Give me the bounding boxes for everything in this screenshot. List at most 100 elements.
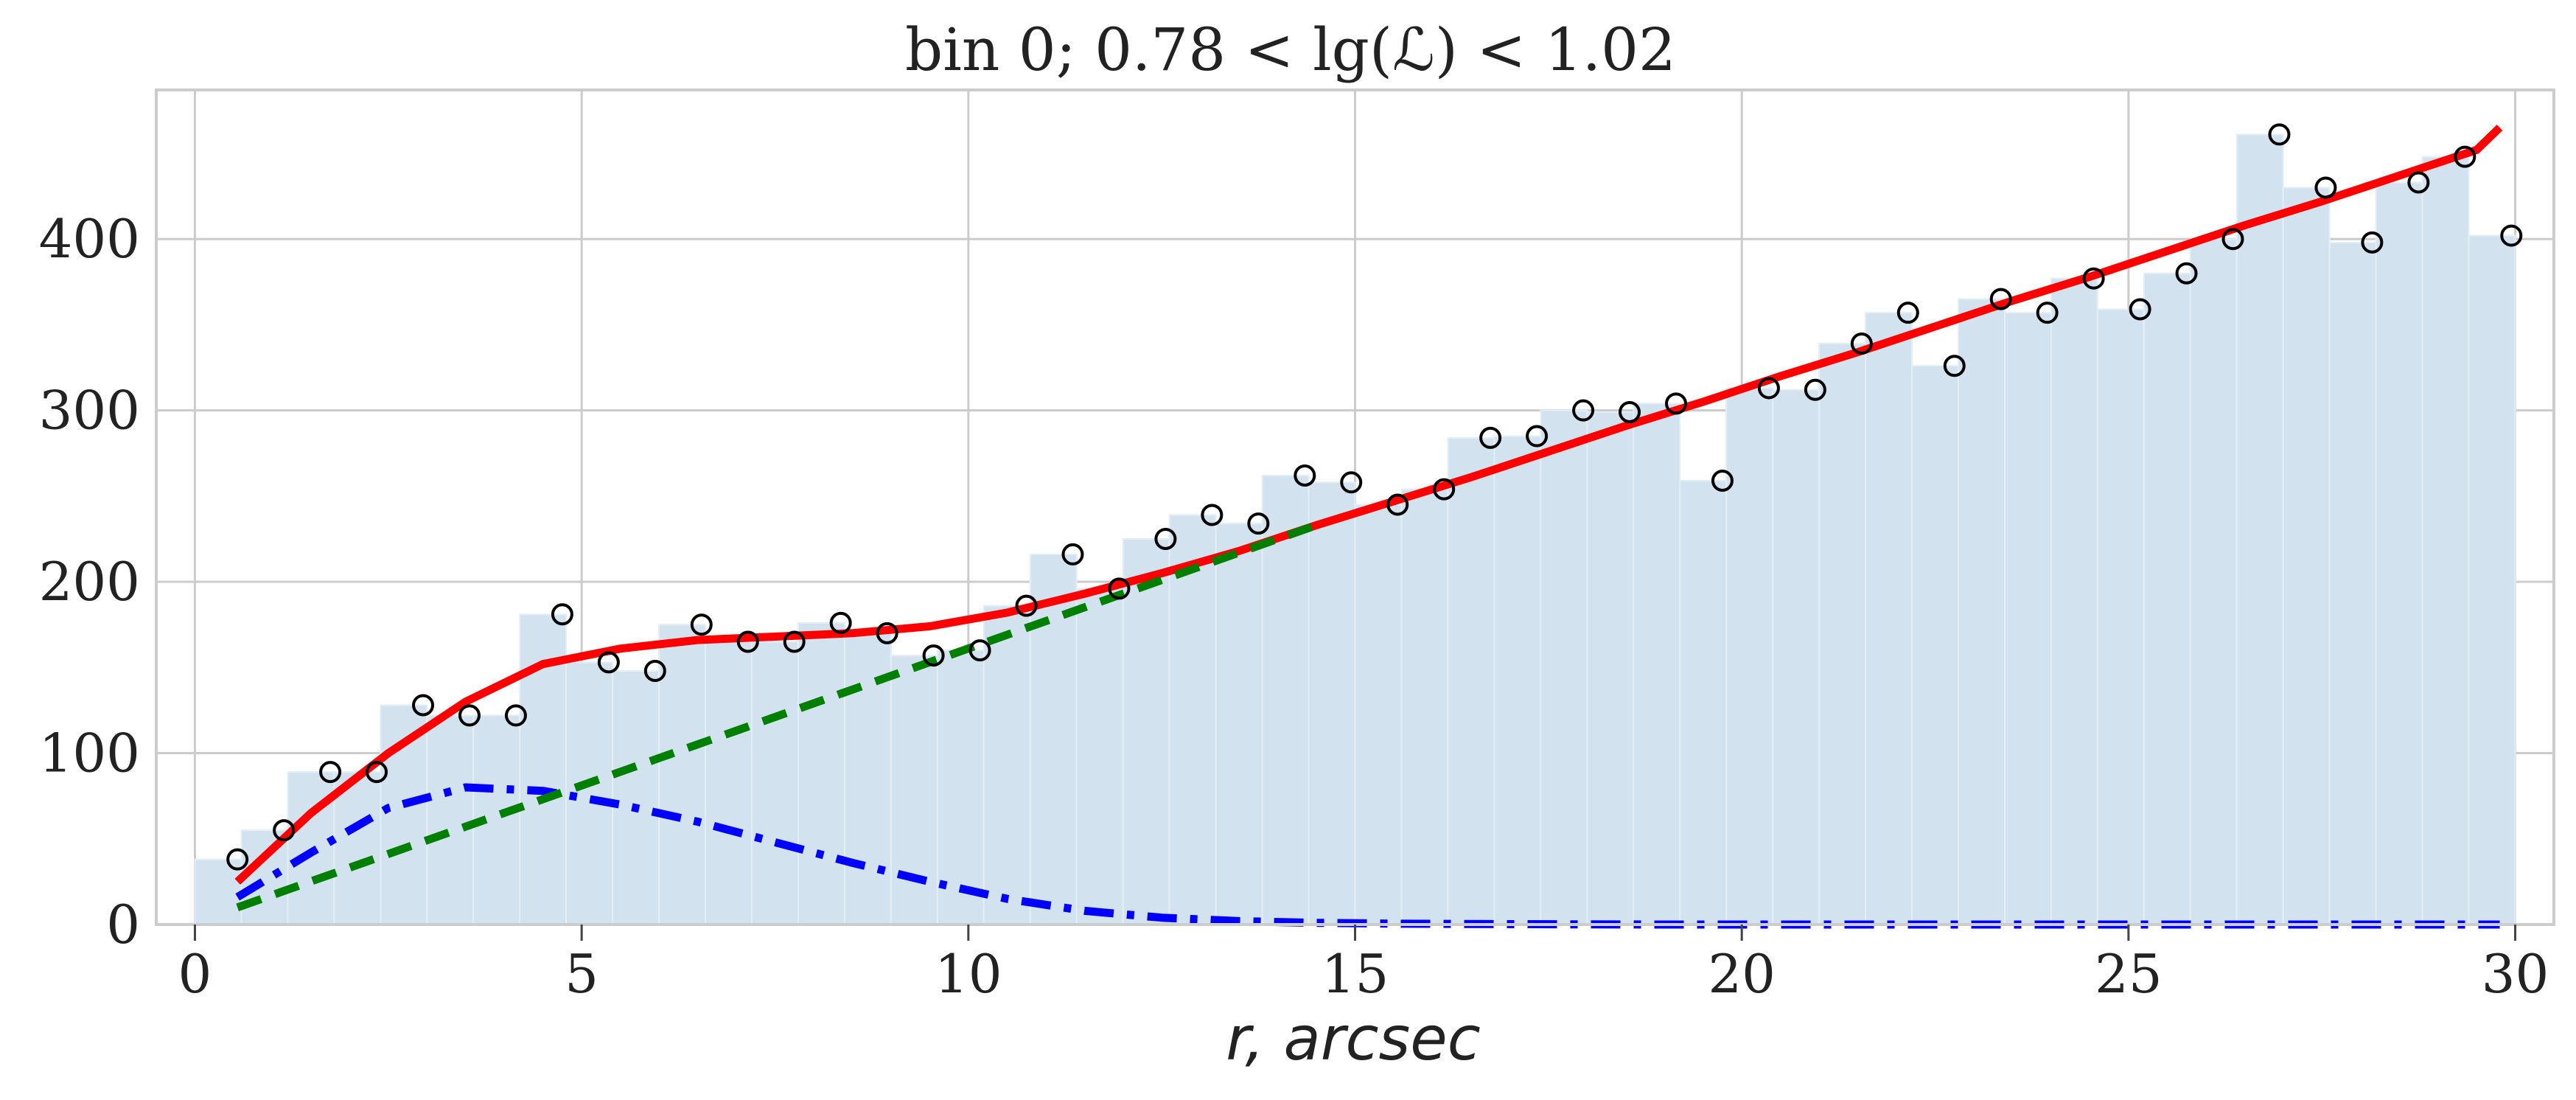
histogram-bar: [1772, 389, 1821, 925]
data-point: [551, 603, 573, 626]
histogram-bar: [658, 624, 707, 925]
histogram-bar: [333, 771, 382, 925]
histogram-bar: [2235, 133, 2284, 926]
y-tick-label: 0: [106, 894, 140, 955]
histogram-bar: [1215, 523, 1263, 925]
histogram-bar: [2421, 156, 2470, 926]
histogram-bar: [1261, 474, 1310, 925]
model-lines: [234, 125, 2503, 929]
data-point: [1154, 528, 1177, 551]
data-point: [1711, 469, 1734, 492]
x-tick-label: 25: [2095, 943, 2163, 1005]
histogram-bar: [2375, 181, 2423, 925]
data-point: [1896, 302, 1919, 324]
data-point: [736, 630, 759, 653]
y-tick-label: 300: [39, 380, 140, 442]
x-tick-label: 0: [178, 943, 212, 1005]
data-point: [1572, 399, 1595, 422]
data-point: [2268, 123, 2291, 146]
histogram-bar: [2050, 277, 2098, 926]
histogram-bar: [1725, 387, 1774, 925]
data-point: [1989, 288, 2012, 310]
data-point: [1247, 512, 1270, 535]
histogram-bar: [2282, 187, 2331, 926]
histogram-bar: [982, 605, 1031, 925]
data-point: [922, 644, 945, 667]
histogram-bar: [1354, 504, 1403, 925]
histogram-bar: [1818, 343, 1867, 925]
data-points: [226, 123, 2523, 871]
data-point: [319, 761, 342, 784]
data-point: [1340, 471, 1363, 494]
data-point: [829, 611, 852, 634]
data-point: [2407, 171, 2430, 194]
histogram-bar: [1633, 403, 1681, 925]
histogram-bar: [1679, 479, 1728, 925]
data-point: [1664, 392, 1687, 415]
axis-ticks: [193, 925, 2517, 941]
data-point: [2082, 267, 2105, 290]
y-tick-label: 400: [39, 208, 140, 270]
data-point: [1943, 355, 1966, 377]
x-tick-label: 20: [1708, 943, 1776, 1005]
data-point: [1526, 425, 1549, 448]
histogram-bar: [1865, 312, 1913, 926]
data-point: [458, 704, 481, 727]
data-point: [1108, 577, 1131, 600]
data-point: [690, 613, 713, 636]
y-tick-label: 200: [39, 551, 140, 613]
histogram-bar: [2143, 272, 2191, 925]
data-point: [1061, 543, 1084, 565]
histogram-bar: [936, 650, 985, 925]
data-point: [1479, 426, 1502, 449]
series-line-solid: [234, 125, 2503, 885]
histogram-bar: [2003, 312, 2052, 926]
data-point: [968, 639, 991, 662]
x-tick-labels: 0 5 10 15 20 25 30: [178, 943, 2549, 1005]
histogram-bar: [1493, 435, 1542, 925]
histogram-bar: [1540, 409, 1588, 925]
data-point: [2314, 176, 2337, 199]
histogram-bar: [2468, 234, 2516, 925]
data-point: [876, 622, 898, 644]
histogram-bar: [2096, 308, 2145, 925]
x-tick-label: 5: [565, 943, 598, 1005]
series-line-dashed: [236, 521, 1318, 911]
histogram-bar: [1957, 298, 2006, 925]
data-point: [2500, 224, 2523, 247]
data-point: [1294, 464, 1316, 487]
data-point: [273, 819, 296, 842]
histogram-bar: [1308, 481, 1356, 925]
data-point: [1619, 400, 1641, 423]
data-point: [597, 651, 620, 674]
data-point: [2454, 145, 2476, 168]
histogram-bar: [751, 641, 799, 926]
data-point: [2175, 262, 2198, 285]
data-point: [2361, 231, 2384, 254]
histogram-bar: [612, 669, 660, 925]
y-tick-labels: 0 100 200 300 400: [39, 208, 140, 955]
data-point: [504, 704, 527, 727]
histogram-bar: [890, 655, 938, 925]
data-point: [1850, 333, 1873, 355]
histogram-bar: [705, 641, 753, 926]
histogram-bar: [1586, 411, 1635, 925]
data-point: [783, 630, 806, 653]
data-point: [2129, 298, 2151, 321]
data-point: [1386, 493, 1409, 516]
data-point: [412, 694, 435, 717]
data-point: [226, 848, 249, 871]
x-tick-label: 30: [2482, 943, 2549, 1005]
histogram-bar: [2328, 241, 2377, 925]
x-tick-label: 15: [1322, 943, 1389, 1005]
data-point: [1015, 594, 1038, 617]
x-axis-label: r, arcsec: [1226, 1004, 1481, 1074]
chart-title: bin 0; 0.78 < lg(ℒ) < 1.02: [905, 15, 1676, 84]
x-tick-label: 10: [935, 943, 1002, 1005]
data-point: [1804, 378, 1826, 401]
series-line-dash-dot: [235, 783, 2500, 929]
histogram-bar: [1075, 588, 1124, 926]
data-point: [2036, 302, 2059, 324]
histogram-bar: [1911, 365, 1959, 926]
